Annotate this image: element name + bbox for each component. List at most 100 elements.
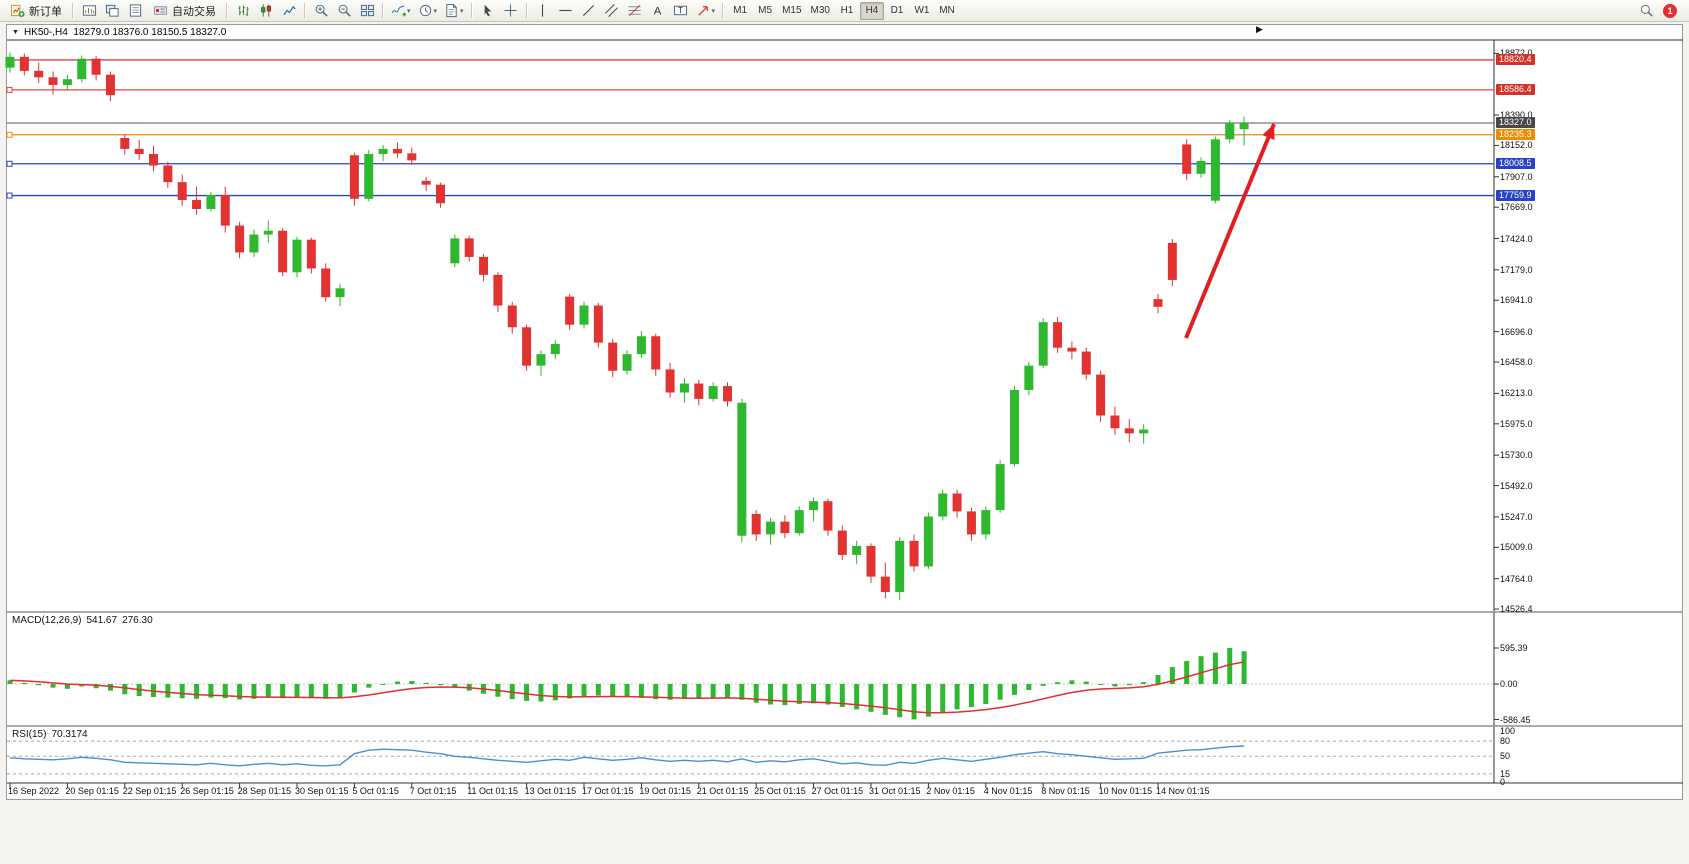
collapse-triangle-icon[interactable]: ▼ — [12, 29, 19, 36]
price-axis-label: 18390.0 — [1500, 110, 1533, 120]
time-axis-label: 13 Oct 01:15 — [524, 786, 577, 796]
crosshair-button[interactable] — [500, 1, 522, 21]
autotrading-icon — [153, 6, 168, 15]
toolbar-separator — [226, 3, 228, 18]
text-label-icon: T — [673, 5, 688, 16]
timeframe-m15[interactable]: M15 — [778, 2, 805, 20]
periods-button[interactable]: ▾ — [415, 1, 441, 21]
channel-button[interactable] — [601, 1, 623, 21]
time-axis-label: 8 Nov 01:15 — [1041, 786, 1090, 796]
new-chart-button[interactable] — [78, 1, 100, 21]
zoom-in-button[interactable] — [310, 1, 332, 21]
time-axis-label: 26 Sep 01:15 — [180, 786, 234, 796]
cursor-icon — [484, 4, 492, 17]
macd-name: MACD(12,26,9) — [12, 615, 82, 626]
periods-clock-icon — [419, 4, 431, 17]
indicators-button[interactable]: ▾ — [388, 1, 414, 21]
price-axis-label: 18872.0 — [1500, 48, 1533, 58]
fibonacci-button[interactable] — [624, 1, 646, 21]
price-axis-label: 15492.0 — [1500, 480, 1533, 491]
price-axis-label: 15009.0 — [1500, 542, 1533, 553]
crosshair-icon — [504, 4, 517, 17]
time-axis-label: 17 Oct 01:15 — [582, 786, 634, 796]
price-badge: 17759.9 — [1496, 189, 1535, 201]
rsi-panel-label: RSI(15) 70.3174 — [12, 729, 88, 740]
main-toolbar: 新订单 自动交易 — [0, 0, 1689, 22]
time-axis[interactable]: 16 Sep 2022 20 Sep 01:15 22 Sep 01:15 26 Se… — [0, 786, 1500, 800]
cursor-button[interactable] — [477, 1, 499, 21]
macd-value: 541.67 — [86, 615, 118, 626]
timeframe-d1[interactable]: D1 — [885, 2, 909, 20]
price-axis-label: 16696.0 — [1500, 326, 1533, 337]
trendline-button[interactable] — [578, 1, 600, 21]
bar-chart-button[interactable] — [232, 1, 254, 21]
data-window-button[interactable] — [124, 1, 146, 21]
price-badge: 18327.0 — [1496, 117, 1535, 129]
price-axis-label: 17669.0 — [1500, 202, 1533, 213]
rsi-axis-label: 80 — [1500, 736, 1511, 747]
rsi-axis-label: 0 — [1500, 776, 1506, 787]
price-axis-label: 17424.0 — [1500, 233, 1533, 244]
tile-windows-button[interactable] — [356, 1, 378, 21]
rsi-value: 70.3174 — [51, 729, 88, 740]
price-axis-label: 17907.0 — [1500, 171, 1533, 182]
time-axis-label: 22 Sep 01:15 — [122, 786, 177, 796]
horizontal-line-button[interactable] — [555, 1, 577, 21]
rsi-name: RSI(15) — [12, 729, 47, 740]
timeframe-h1[interactable]: H1 — [835, 2, 859, 20]
dropdown-caret-icon: ▾ — [711, 7, 716, 15]
new-order-button[interactable]: 新订单 — [4, 1, 68, 21]
macd-axis-label: -586.45 — [1500, 714, 1531, 725]
search-icon — [1640, 4, 1653, 17]
arrows-button[interactable]: ▾ — [693, 1, 719, 21]
candlestick-icon — [260, 4, 271, 17]
channel-icon — [605, 4, 619, 17]
dropdown-caret-icon: ▾ — [407, 7, 411, 15]
chart-title: ▼ HK50-,H4 18279.0 18376.0 18150.5 18327.… — [12, 27, 226, 38]
bar-chart-icon — [237, 5, 249, 17]
timeframe-group: M1 M5 M15 M30 H1 H4 D1 W1 MN — [728, 1, 959, 20]
candlestick-button[interactable] — [255, 1, 277, 21]
chart-shift-marker[interactable]: ▶ — [1256, 24, 1263, 34]
text-icon: A — [654, 6, 662, 18]
arrow-tool-icon — [697, 6, 708, 16]
vertical-line-button[interactable] — [532, 1, 554, 21]
toolbar-separator — [722, 3, 725, 18]
zoom-out-button[interactable] — [333, 1, 355, 21]
profiles-button[interactable] — [101, 1, 123, 21]
price-axis-label: 15730.0 — [1500, 450, 1533, 461]
svg-text:A: A — [654, 6, 662, 18]
notification-badge[interactable]: 1 — [1663, 3, 1677, 18]
chart-window — [6, 24, 1683, 800]
toolbar-separator — [72, 3, 74, 18]
time-axis-label: 11 Oct 01:15 — [467, 786, 519, 796]
macd-panel-label: MACD(12,26,9) 541.67 276.30 — [12, 615, 153, 626]
macd-signal-value: 276.30 — [122, 615, 153, 626]
search-button[interactable] — [1635, 1, 1657, 21]
text-button[interactable]: A — [647, 1, 669, 21]
line-chart-icon — [282, 5, 296, 16]
zoom-out-icon — [338, 4, 351, 17]
templates-icon — [446, 3, 457, 18]
templates-button[interactable]: ▾ — [441, 1, 467, 21]
time-axis-label: 19 Oct 01:15 — [639, 786, 691, 796]
toolbar-separator — [470, 3, 473, 18]
line-chart-button[interactable] — [278, 1, 300, 21]
price-badge: 18586.4 — [1496, 83, 1535, 95]
price-axis-label: 16213.0 — [1500, 388, 1533, 399]
symbol-period-label: HK50-,H4 — [23, 27, 68, 38]
price-badge: 18820.4 — [1496, 54, 1535, 65]
timeframe-m1[interactable]: M1 — [728, 2, 752, 20]
timeframe-mn[interactable]: MN — [935, 2, 959, 20]
label-button[interactable]: T — [670, 1, 692, 21]
timeframe-w1[interactable]: W1 — [910, 2, 934, 20]
price-axis[interactable]: 18872.0 18390.0 18152.0 17907.0 17669.0 17424… — [1496, 0, 1566, 800]
timeframe-h4[interactable]: H4 — [859, 1, 884, 20]
profiles-icon — [105, 4, 119, 17]
new-chart-icon — [82, 5, 96, 16]
timeframe-m30[interactable]: M30 — [807, 2, 834, 20]
time-axis-label: 20 Sep 01:15 — [65, 786, 119, 796]
autotrading-button[interactable]: 自动交易 — [147, 1, 222, 21]
timeframe-m5[interactable]: M5 — [753, 2, 777, 20]
